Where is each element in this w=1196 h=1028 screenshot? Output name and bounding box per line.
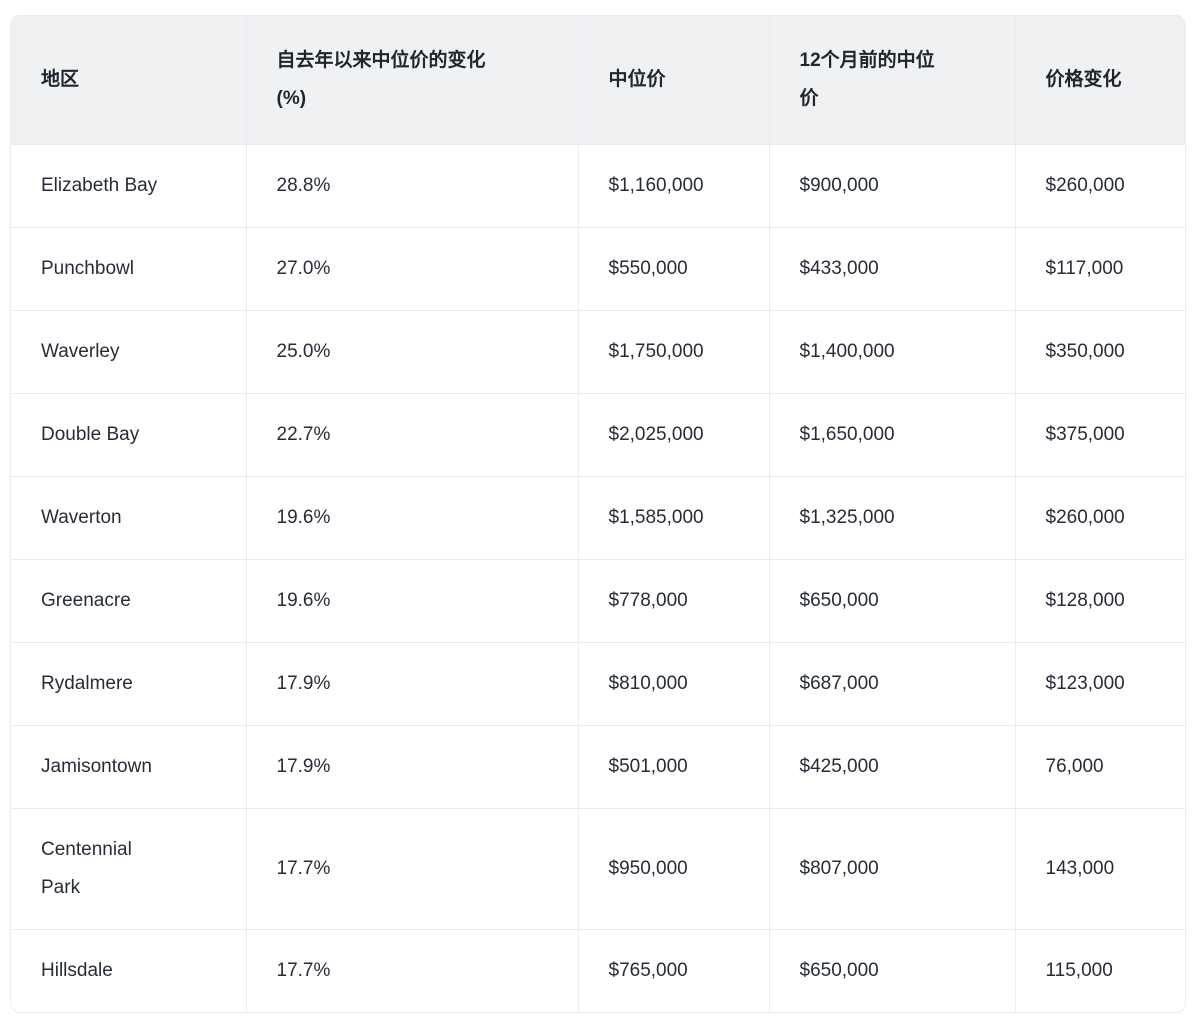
cell-price-change: $260,000 (1015, 476, 1185, 560)
cell-median-price: $765,000 (578, 929, 770, 1012)
cell-price-change: $375,000 (1015, 393, 1185, 477)
cell-region: Waverley (11, 310, 247, 394)
cell-price-change: $128,000 (1015, 559, 1185, 643)
table-row: Centennial Park 17.7% $950,000 $807,000 … (11, 808, 1185, 930)
cell-change-percent: 28.8% (246, 144, 579, 228)
header-region: 地区 (11, 16, 247, 145)
header-median-price-12m-ago: 12个月前的中位价 (769, 16, 1016, 145)
cell-region: Waverton (11, 476, 247, 560)
cell-region: Elizabeth Bay (11, 144, 247, 228)
table-row: Waverton 19.6% $1,585,000 $1,325,000 $26… (11, 476, 1185, 560)
cell-price-change: $350,000 (1015, 310, 1185, 394)
cell-change-percent: 22.7% (246, 393, 579, 477)
cell-change-percent: 27.0% (246, 227, 579, 311)
cell-median-price: $1,750,000 (578, 310, 770, 394)
cell-price-change: 76,000 (1015, 725, 1185, 809)
table-row: Waverley 25.0% $1,750,000 $1,400,000 $35… (11, 310, 1185, 394)
cell-median-price-12m-ago: $807,000 (769, 808, 1016, 930)
header-price-change: 价格变化 (1015, 16, 1185, 145)
cell-median-price-12m-ago: $1,325,000 (769, 476, 1016, 560)
table-row: Elizabeth Bay 28.8% $1,160,000 $900,000 … (11, 144, 1185, 228)
cell-median-price-12m-ago: $650,000 (769, 559, 1016, 643)
cell-median-price-12m-ago: $1,400,000 (769, 310, 1016, 394)
cell-median-price-12m-ago: $425,000 (769, 725, 1016, 809)
cell-median-price: $2,025,000 (578, 393, 770, 477)
cell-median-price-12m-ago: $1,650,000 (769, 393, 1016, 477)
cell-change-percent: 25.0% (246, 310, 579, 394)
cell-region: Greenacre (11, 559, 247, 643)
cell-median-price: $778,000 (578, 559, 770, 643)
cell-change-percent: 17.9% (246, 642, 579, 726)
table-row: Greenacre 19.6% $778,000 $650,000 $128,0… (11, 559, 1185, 643)
cell-change-percent: 17.7% (246, 808, 579, 930)
cell-median-price-12m-ago: $650,000 (769, 929, 1016, 1012)
cell-change-percent: 17.9% (246, 725, 579, 809)
cell-region: Punchbowl (11, 227, 247, 311)
cell-median-price: $501,000 (578, 725, 770, 809)
cell-region: Double Bay (11, 393, 247, 477)
table-row: Rydalmere 17.9% $810,000 $687,000 $123,0… (11, 642, 1185, 726)
header-median-price: 中位价 (578, 16, 770, 145)
table-body: Elizabeth Bay 28.8% $1,160,000 $900,000 … (11, 144, 1185, 1012)
cell-region: Centennial Park (11, 808, 247, 930)
cell-median-price: $550,000 (578, 227, 770, 311)
cell-median-price: $950,000 (578, 808, 770, 930)
cell-price-change: $117,000 (1015, 227, 1185, 311)
table-row: Jamisontown 17.9% $501,000 $425,000 76,0… (11, 725, 1185, 809)
cell-region: Jamisontown (11, 725, 247, 809)
median-price-table-card: 地区 自去年以来中位价的变化 (%) 中位价 12个月前的中位价 价格变化 El… (10, 15, 1186, 1013)
table-row: Punchbowl 27.0% $550,000 $433,000 $117,0… (11, 227, 1185, 311)
cell-change-percent: 17.7% (246, 929, 579, 1012)
cell-median-price: $810,000 (578, 642, 770, 726)
cell-median-price-12m-ago: $900,000 (769, 144, 1016, 228)
cell-price-change: $123,000 (1015, 642, 1185, 726)
header-row: 地区 自去年以来中位价的变化 (%) 中位价 12个月前的中位价 价格变化 (11, 16, 1185, 145)
cell-price-change: $260,000 (1015, 144, 1185, 228)
cell-median-price-12m-ago: $687,000 (769, 642, 1016, 726)
median-price-table: 地区 自去年以来中位价的变化 (%) 中位价 12个月前的中位价 价格变化 El… (11, 16, 1185, 1012)
cell-median-price-12m-ago: $433,000 (769, 227, 1016, 311)
cell-change-percent: 19.6% (246, 559, 579, 643)
cell-median-price: $1,160,000 (578, 144, 770, 228)
table-row: Hillsdale 17.7% $765,000 $650,000 115,00… (11, 929, 1185, 1012)
cell-price-change: 115,000 (1015, 929, 1185, 1012)
header-change-percent: 自去年以来中位价的变化 (%) (246, 16, 579, 145)
cell-region: Hillsdale (11, 929, 247, 1012)
table-row: Double Bay 22.7% $2,025,000 $1,650,000 $… (11, 393, 1185, 477)
cell-change-percent: 19.6% (246, 476, 579, 560)
cell-price-change: 143,000 (1015, 808, 1185, 930)
cell-median-price: $1,585,000 (578, 476, 770, 560)
cell-region: Rydalmere (11, 642, 247, 726)
